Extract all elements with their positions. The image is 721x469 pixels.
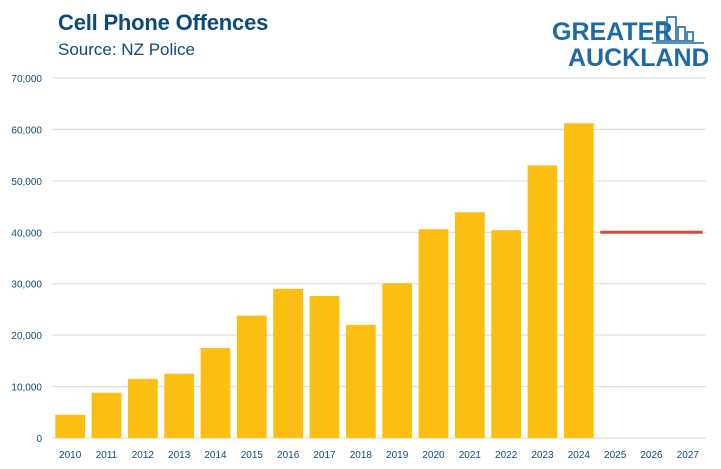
bar-2017 (309, 296, 340, 438)
x-tick-label: 2021 (459, 450, 482, 461)
bar-2018 (345, 324, 376, 438)
x-tick-label: 2012 (132, 450, 155, 461)
bar-2023 (527, 165, 558, 438)
x-tick-label: 2011 (96, 450, 118, 461)
logo-line2: AUCKLAND (568, 44, 708, 70)
x-tick-label: 2017 (313, 450, 336, 461)
bar-2010 (55, 414, 86, 438)
y-tick-label: 10,000 (11, 383, 42, 394)
y-tick-label: 40,000 (11, 228, 42, 239)
y-tick-label: 50,000 (11, 177, 42, 188)
bar-2012 (127, 378, 158, 438)
x-tick-label: 2013 (168, 450, 191, 461)
x-tick-label: 2024 (568, 450, 591, 461)
y-tick-label: 0 (36, 434, 42, 445)
x-tick-label: 2016 (277, 450, 300, 461)
chart-title: Cell Phone Offences (58, 10, 269, 35)
chart-subtitle: Source: NZ Police (58, 40, 195, 59)
greater-auckland-logo: GREATER AUCKLAND (552, 16, 708, 70)
y-tick-label: 20,000 (11, 331, 42, 342)
x-tick-label: 2015 (241, 450, 264, 461)
bar-2019 (382, 283, 413, 438)
x-tick-label: 2022 (495, 450, 518, 461)
x-tick-label: 2026 (640, 450, 663, 461)
bar-2016 (273, 288, 304, 438)
bar-2022 (491, 230, 522, 438)
x-tick-label: 2023 (531, 450, 554, 461)
bar-2013 (164, 373, 195, 438)
x-tick-label: 2018 (350, 450, 373, 461)
bar-2021 (454, 212, 485, 438)
x-tick-label: 2010 (59, 450, 82, 461)
logo-line1: GREATER (552, 18, 672, 46)
bar-2014 (200, 348, 231, 438)
x-tick-label: 2025 (604, 450, 627, 461)
bar-2024 (563, 123, 594, 438)
x-tick-label: 2020 (422, 450, 445, 461)
x-tick-label: 2027 (677, 450, 700, 461)
y-tick-label: 60,000 (11, 125, 42, 136)
bar-2015 (236, 315, 267, 438)
y-tick-label: 70,000 (11, 74, 42, 85)
bar-2011 (91, 392, 122, 438)
logo-buildings-icon (652, 16, 704, 44)
x-tick-label: 2014 (204, 450, 227, 461)
bar-2020 (418, 229, 449, 438)
x-tick-label: 2019 (386, 450, 409, 461)
y-tick-label: 30,000 (11, 280, 42, 291)
